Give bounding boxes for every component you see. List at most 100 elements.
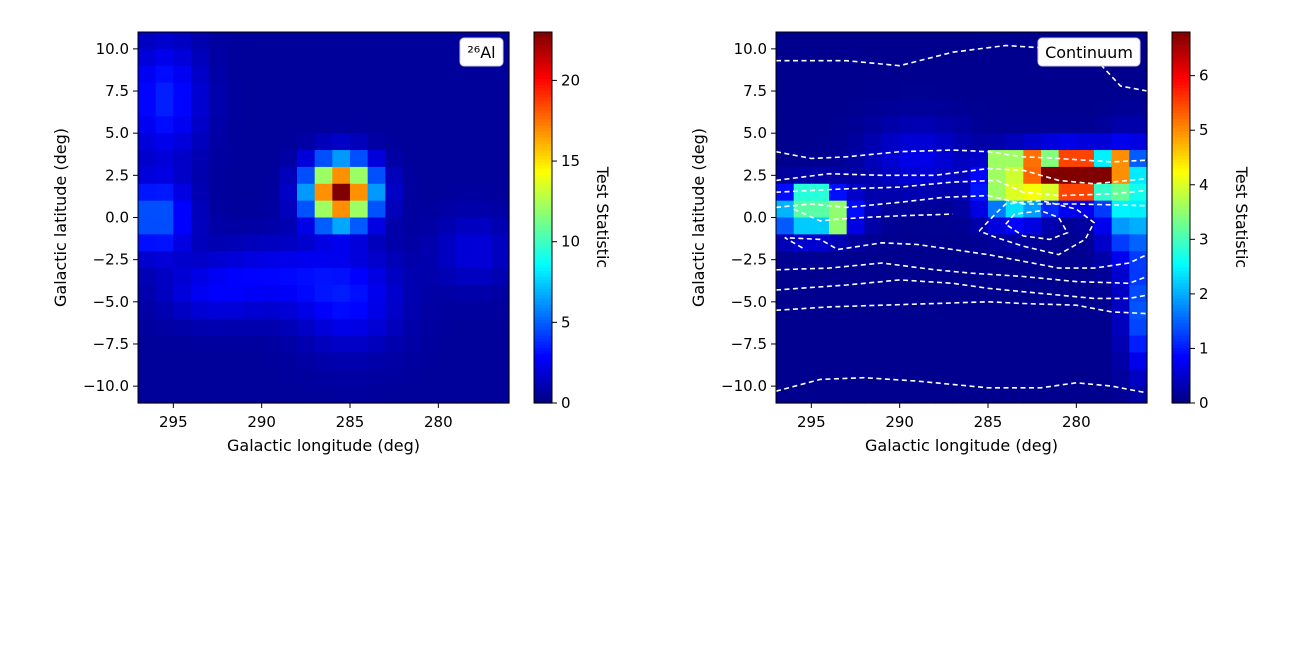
- heatmap-cell: [1058, 352, 1077, 370]
- heatmap-cell: [456, 318, 475, 337]
- heatmap-cell: [173, 301, 192, 320]
- y-tick-label: −5.0: [93, 293, 129, 311]
- heatmap-cell: [1005, 268, 1024, 286]
- heatmap-cell: [829, 251, 848, 269]
- heatmap-cell: [314, 183, 333, 202]
- heatmap-cell: [1023, 200, 1042, 219]
- heatmap-cell: [1129, 301, 1148, 320]
- colorbar-segment: [534, 155, 552, 160]
- heatmap-cell: [882, 99, 901, 117]
- heatmap-cell: [473, 150, 492, 168]
- heatmap-cell: [864, 386, 883, 404]
- colorbar-segment: [1172, 115, 1190, 120]
- heatmap-cell: [1005, 183, 1024, 202]
- y-tick-label: −2.5: [93, 251, 129, 269]
- heatmap-cell: [155, 99, 174, 117]
- heatmap-cell: [350, 335, 369, 354]
- heatmap-cell: [1129, 99, 1148, 117]
- heatmap-cell: [403, 150, 422, 168]
- colorbar-segment: [1172, 93, 1190, 98]
- colorbar-segment: [534, 260, 552, 265]
- heatmap-cell: [208, 352, 227, 370]
- al26-x-axis-label: Galactic longitude (deg): [227, 436, 420, 455]
- heatmap-cell: [244, 183, 263, 202]
- heatmap-cell: [1094, 166, 1113, 185]
- heatmap-cell: [403, 251, 422, 269]
- heatmap-cell: [899, 48, 918, 67]
- heatmap-cell: [1005, 116, 1024, 134]
- al26-label-box: ²⁶Al: [459, 37, 504, 67]
- heatmap-cell: [473, 183, 492, 202]
- colorbar-segment: [1172, 56, 1190, 61]
- heatmap-cell: [988, 251, 1007, 269]
- heatmap-cell: [988, 217, 1007, 235]
- heatmap-cell: [1111, 99, 1130, 117]
- heatmap-cell: [173, 133, 192, 151]
- colorbar-segment: [534, 140, 552, 144]
- heatmap-cell: [138, 234, 157, 252]
- colorbar-segment: [534, 56, 552, 61]
- heatmap-cell: [793, 301, 812, 320]
- continuum-label-box: Continuum: [1037, 37, 1141, 67]
- heatmap-cell: [226, 32, 245, 50]
- heatmap-cell: [456, 301, 475, 320]
- heatmap-cell: [1094, 65, 1113, 84]
- heatmap-cell: [1076, 352, 1095, 370]
- heatmap-cell: [917, 284, 936, 303]
- heatmap-cell: [456, 116, 475, 134]
- heatmap-cell: [226, 200, 245, 219]
- heatmap-cell: [297, 116, 316, 134]
- colorbar-segment: [1172, 217, 1190, 222]
- heatmap-cell: [438, 335, 457, 354]
- heatmap-cell: [367, 386, 386, 404]
- heatmap-cell: [244, 318, 263, 337]
- colorbar-segment: [534, 171, 552, 175]
- heatmap-cell: [1005, 133, 1024, 151]
- heatmap-cell: [173, 251, 192, 269]
- heatmap-cell: [952, 99, 971, 117]
- colorbar-tick-label: 1: [1199, 339, 1209, 357]
- heatmap-cell: [191, 318, 210, 337]
- heatmap-cell: [456, 386, 475, 404]
- heatmap-cell: [917, 335, 936, 354]
- heatmap-cell: [882, 251, 901, 269]
- heatmap-cell: [244, 268, 263, 286]
- colorbar-segment: [1172, 81, 1190, 86]
- heatmap-cell: [952, 150, 971, 168]
- heatmap-cell: [899, 386, 918, 404]
- colorbar-segment: [1172, 75, 1190, 79]
- heatmap-cell: [917, 369, 936, 387]
- heatmap-cell: [935, 284, 954, 303]
- heatmap-cell: [811, 318, 830, 337]
- heatmap-cell: [350, 65, 369, 84]
- heatmap-cell: [244, 352, 263, 370]
- heatmap-cell: [1129, 335, 1148, 354]
- heatmap-cell: [846, 318, 865, 337]
- heatmap-cell: [1041, 166, 1060, 185]
- heatmap-cell: [138, 352, 157, 370]
- heatmap-cell: [367, 32, 386, 50]
- heatmap-cell: [208, 183, 227, 202]
- colorbar-segment: [534, 257, 552, 262]
- heatmap-cell: [1094, 150, 1113, 168]
- heatmap-cell: [793, 48, 812, 67]
- heatmap-cell: [438, 116, 457, 134]
- heatmap-cell: [438, 99, 457, 117]
- heatmap-cell: [899, 352, 918, 370]
- colorbar-segment: [1172, 223, 1190, 228]
- heatmap-cell: [138, 65, 157, 84]
- heatmap-cell: [350, 48, 369, 67]
- heatmap-cell: [1023, 369, 1042, 387]
- colorbar-segment: [534, 294, 552, 299]
- colorbar-segment: [1172, 112, 1190, 117]
- heatmap-cell: [138, 82, 157, 101]
- heatmap-cell: [420, 48, 439, 67]
- colorbar-segment: [534, 378, 552, 382]
- heatmap-cell: [420, 352, 439, 370]
- colorbar-segment: [1172, 164, 1190, 169]
- colorbar-segment: [534, 208, 552, 212]
- heatmap-cell: [473, 234, 492, 252]
- y-tick-label: −10.0: [83, 377, 129, 395]
- colorbar-segment: [1172, 137, 1190, 141]
- heatmap-cell: [899, 166, 918, 185]
